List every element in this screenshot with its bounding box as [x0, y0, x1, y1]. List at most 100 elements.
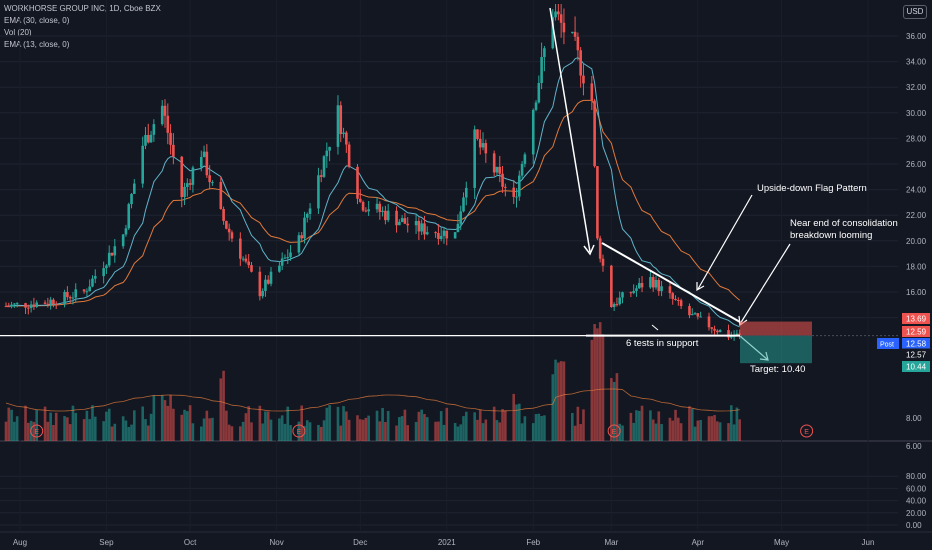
- candle-body[interactable]: [52, 299, 55, 305]
- candle-body[interactable]: [183, 186, 186, 198]
- candle-body[interactable]: [188, 183, 192, 185]
- candle-body[interactable]: [361, 201, 365, 211]
- candle-body[interactable]: [172, 144, 175, 157]
- candle-body[interactable]: [46, 303, 50, 305]
- candle-body[interactable]: [339, 105, 343, 135]
- candle-body[interactable]: [635, 288, 638, 291]
- candle-body[interactable]: [286, 257, 290, 259]
- candle-body[interactable]: [261, 290, 264, 297]
- candle-body[interactable]: [74, 289, 78, 298]
- candle-body[interactable]: [345, 132, 348, 145]
- candle-body[interactable]: [24, 303, 27, 308]
- candle-body[interactable]: [386, 210, 390, 221]
- candle-body[interactable]: [707, 316, 711, 328]
- candle-body[interactable]: [317, 175, 320, 209]
- flag-trendline[interactable]: [601, 242, 741, 323]
- candle-body[interactable]: [205, 151, 209, 176]
- candle-body[interactable]: [690, 314, 694, 316]
- candle-body[interactable]: [590, 83, 594, 101]
- candle-body[interactable]: [300, 235, 304, 239]
- candle-body[interactable]: [160, 105, 164, 125]
- flag-callout-arrow[interactable]: [697, 194, 753, 290]
- candle-body[interactable]: [244, 258, 248, 262]
- indicator-volume-label[interactable]: Vol (20): [4, 28, 32, 37]
- candle-body[interactable]: [693, 313, 697, 315]
- candle-body[interactable]: [640, 283, 644, 288]
- candle-body[interactable]: [289, 252, 292, 258]
- candle-body[interactable]: [384, 210, 387, 221]
- candle-body[interactable]: [718, 330, 722, 333]
- candle-body[interactable]: [152, 124, 156, 135]
- candle-body[interactable]: [582, 75, 585, 84]
- candle-body[interactable]: [27, 307, 30, 309]
- candle-body[interactable]: [512, 187, 516, 197]
- candle-body[interactable]: [615, 304, 619, 306]
- candle-body[interactable]: [492, 153, 496, 173]
- candle-body[interactable]: [297, 235, 301, 253]
- candle-body[interactable]: [29, 304, 33, 308]
- candle-body[interactable]: [423, 223, 426, 235]
- candle-body[interactable]: [336, 105, 340, 147]
- candle-body[interactable]: [403, 218, 407, 224]
- candle-body[interactable]: [199, 157, 203, 168]
- candle-body[interactable]: [202, 151, 206, 158]
- candle-body[interactable]: [367, 209, 370, 212]
- candle-body[interactable]: [395, 210, 398, 226]
- candle-body[interactable]: [127, 204, 131, 229]
- candle-body[interactable]: [43, 302, 47, 304]
- candle-body[interactable]: [579, 50, 582, 76]
- candle-body[interactable]: [610, 265, 613, 308]
- candle-body[interactable]: [671, 293, 675, 299]
- candle-body[interactable]: [649, 277, 652, 288]
- candle-body[interactable]: [710, 327, 714, 329]
- candle-body[interactable]: [515, 196, 518, 198]
- indicator-ema30-label[interactable]: EMA (30, close, 0): [4, 16, 70, 25]
- candle-body[interactable]: [677, 300, 680, 302]
- candle-body[interactable]: [537, 82, 541, 103]
- candle-body[interactable]: [476, 129, 479, 139]
- candle-body[interactable]: [551, 17, 555, 49]
- candle-body[interactable]: [398, 221, 401, 226]
- candle-body[interactable]: [241, 258, 245, 260]
- candle-body[interactable]: [456, 223, 460, 233]
- candle-body[interactable]: [651, 277, 655, 288]
- candle-body[interactable]: [437, 232, 440, 240]
- candle-body[interactable]: [141, 145, 144, 184]
- candle-body[interactable]: [596, 166, 599, 239]
- candle-body[interactable]: [632, 290, 635, 293]
- candle-body[interactable]: [559, 14, 563, 23]
- candle-body[interactable]: [121, 234, 125, 247]
- candle-body[interactable]: [406, 223, 410, 226]
- candle-body[interactable]: [593, 100, 596, 167]
- candle-body[interactable]: [124, 228, 128, 235]
- candle-body[interactable]: [699, 316, 702, 318]
- candle-body[interactable]: [13, 303, 16, 305]
- candle-body[interactable]: [730, 335, 733, 338]
- candle-body[interactable]: [322, 156, 326, 177]
- candle-body[interactable]: [35, 302, 38, 307]
- candle-body[interactable]: [7, 306, 11, 308]
- candle-body[interactable]: [88, 286, 91, 292]
- candle-body[interactable]: [63, 292, 66, 305]
- user-drawings[interactable]: Upside-down Flag Pattern Near end of cons…: [0, 7, 898, 375]
- candle-body[interactable]: [305, 213, 309, 218]
- candle-body[interactable]: [82, 289, 86, 292]
- candle-body[interactable]: [102, 268, 105, 277]
- profit-target-zone[interactable]: [740, 335, 812, 364]
- candle-body[interactable]: [570, 31, 574, 33]
- candle-body[interactable]: [169, 132, 172, 145]
- flagpole-arrow[interactable]: [549, 7, 591, 253]
- candle-body[interactable]: [113, 246, 117, 256]
- candle-body[interactable]: [573, 31, 577, 37]
- candle-body[interactable]: [208, 175, 211, 183]
- candle-body[interactable]: [453, 232, 457, 239]
- candle-body[interactable]: [540, 57, 543, 83]
- candle-body[interactable]: [133, 183, 136, 194]
- candle-body[interactable]: [562, 22, 566, 33]
- candle-body[interactable]: [598, 238, 602, 259]
- candle-body[interactable]: [356, 166, 359, 199]
- candle-body[interactable]: [308, 208, 312, 214]
- price-axis[interactable]: 36.00 34.00 32.00 30.00 28.00 26.00 24.00 22.00…: [877, 32, 931, 530]
- candle-body[interactable]: [637, 283, 641, 289]
- candle-body[interactable]: [222, 208, 225, 221]
